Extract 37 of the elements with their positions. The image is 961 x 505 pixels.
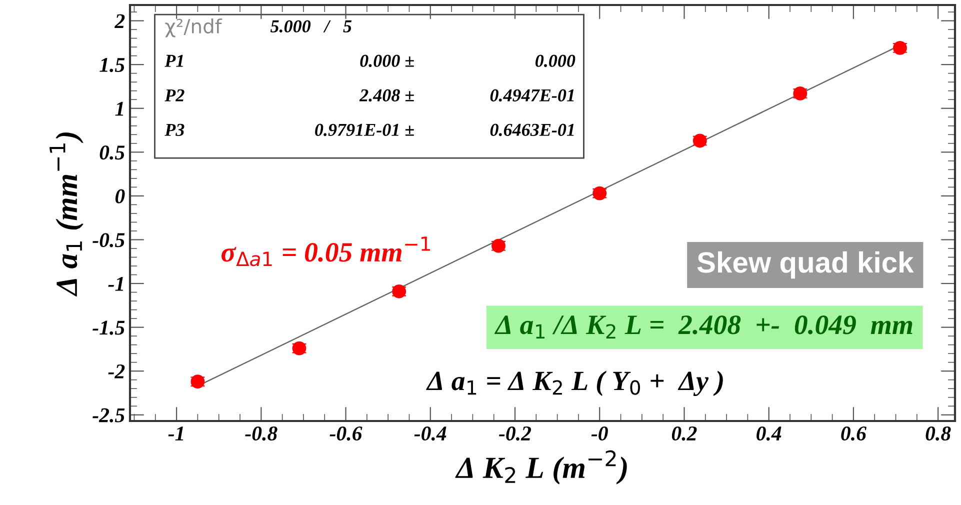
y-tick-label: 2: [114, 14, 125, 28]
annotation: P2: [164, 89, 184, 102]
x-tick-label: -0: [591, 426, 608, 441]
annotation: 0.000: [536, 54, 576, 68]
annotation: 0.000 ±: [360, 54, 414, 68]
y-tick-label: -1: [108, 276, 124, 291]
x-tick-label: 0.4: [756, 426, 782, 441]
y-tick-label: 1.5: [100, 58, 125, 72]
x-axis-title: Δ K$_{2}$ L (m$^{−2}$): [455, 450, 627, 484]
x-tick-label: -0.8: [245, 426, 278, 441]
y-tick-label: 0: [115, 189, 125, 204]
annotation: 0.6463E-01: [490, 124, 574, 136]
x-tick-label: -1: [168, 426, 184, 440]
annotation: Δ a$_{1}$ = Δ K$_{2}$ L ( Y$_{0}$ + Δy ): [426, 370, 723, 396]
y-tick-label: 1: [115, 102, 124, 116]
annotation: 5.000 / 5: [270, 20, 352, 32]
x-tick-label: -0.2: [498, 426, 532, 441]
annotation: χ²/ndf: [165, 18, 222, 38]
annotation: Δ a$_{1}$ /Δ K$_{2}$ L = 2.408 +- 0.049 mm: [494, 315, 912, 338]
x-tick-label: 0.2: [672, 426, 697, 441]
annotation: P3: [164, 124, 184, 136]
y-tick-label: -0.5: [92, 233, 125, 248]
y-tick-label: -2.5: [92, 408, 125, 422]
x-tick-label: 0.6: [841, 426, 866, 441]
x-tick-label: -0.4: [414, 426, 446, 441]
annotation: P1: [164, 54, 183, 67]
annotation: 0.4947E-01: [490, 89, 574, 102]
y-tick-label: -1.5: [92, 320, 125, 335]
annotation: Skew quad kick: [697, 251, 914, 279]
x-tick-label: -0.6: [330, 426, 362, 441]
y-axis-title: Δ a$_{1}$ (mm$^{−1}$): [50, 132, 84, 297]
annotation: σ$_{Δa1}$ = 0.05 mm$^{−1}$: [222, 236, 430, 266]
y-tick-label: 0.5: [100, 146, 125, 160]
annotation: 0.9791E-01 ±: [315, 124, 414, 136]
annotation: 2.408 ±: [359, 89, 414, 102]
y-tick-label: -2: [108, 364, 125, 378]
x-tick-label: 0.8: [926, 426, 951, 441]
